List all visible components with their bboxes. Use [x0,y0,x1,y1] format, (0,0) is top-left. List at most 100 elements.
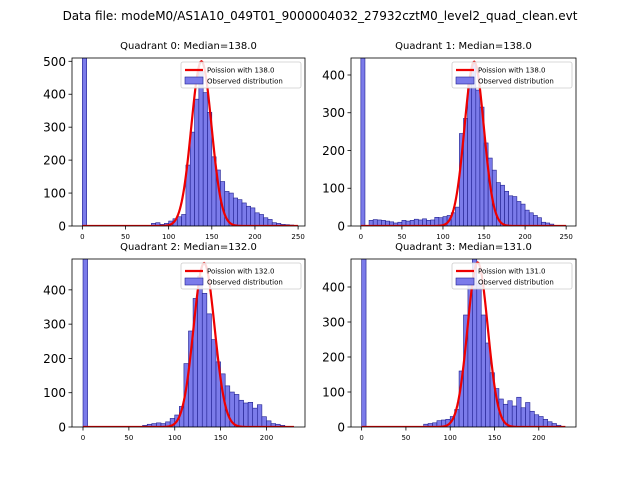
histogram-bar [475,89,481,226]
x-tick-label: 100 [436,233,449,241]
histogram-bar [500,184,505,226]
y-tick-label: 400 [43,283,66,297]
histogram-bar [534,414,540,427]
histogram-bar [263,217,269,226]
legend-label-observed: Observed distribution [478,78,554,86]
histogram-bar [237,199,243,226]
chart-panel-0: 0 50 100 150 200 250 0 100 200 300 400 500 Quadrant … [43,41,306,241]
y-tick-label: 300 [322,316,345,330]
histogram-bar [198,70,204,226]
poisson-line [361,261,566,427]
histogram-bar [201,292,208,427]
y-tick-label: 400 [322,281,345,295]
legend: Poission with 132.0 Observed distribution [180,262,302,290]
x-tick-label: 100 [168,434,181,442]
plot-area [82,259,294,427]
histogram-bar [189,131,195,226]
x-tick-label: 50 [401,434,410,442]
axes-frame [350,57,577,227]
histogram-bar [542,418,548,427]
x-tick-label: 0 [359,233,363,241]
x-tick-label: 250 [559,233,572,241]
poisson-line [82,59,299,226]
x-tick-label: 50 [121,233,130,241]
x-tick-label: 0 [80,233,84,241]
histogram-bar [516,201,522,226]
histogram-bar [258,214,264,226]
chart-panel-2: 0 50 100 150 200 0 100 200 300 400 Quadrant 2: Med… [43,242,306,442]
plot-area [361,259,566,427]
legend-label-observed: Observed distribution [478,279,554,287]
histogram-bar [234,394,240,427]
histogram-bar [520,203,526,226]
legend-box [180,61,302,89]
histogram-bar [254,212,260,226]
legend-bar-swatch [184,277,204,286]
x-tick-label: 200 [248,233,261,241]
histogram-bar [247,402,254,427]
y-tick-label: 500 [43,55,66,69]
y-tick-label: 0 [58,421,66,435]
legend-bar-swatch [455,277,475,286]
y-tick-label: 100 [43,386,66,400]
legend-label-observed: Observed distribution [207,279,283,287]
plot-area [82,58,299,226]
y-tick-label: 0 [337,421,345,435]
panel-title: Quadrant 0: Median=138.0 [120,41,257,52]
legend-box [180,262,302,290]
y-tick-label: 200 [322,351,345,365]
x-tick-label: 50 [124,434,133,442]
histogram-bar [525,402,531,427]
histogram-bar [520,407,526,427]
x-tick-label: 100 [444,434,457,442]
x-tick-label: 150 [477,233,490,241]
histogram-bar [202,92,208,226]
legend-bar-swatch [455,76,475,85]
y-tick-label: 400 [43,88,66,102]
y-tick-label: 100 [43,187,66,201]
x-tick-label: 150 [488,434,501,442]
x-tick-label: 200 [532,434,545,442]
x-tick-label: 50 [397,233,406,241]
y-tick-label: 100 [322,182,345,196]
histogram-bar [476,283,482,427]
chart-panel-1: 0 50 100 150 200 250 0 100 200 300 400 Quadrant 1: … [322,41,577,241]
y-tick-label: 300 [43,121,66,135]
y-tick-label: 300 [322,106,345,120]
histogram-bar [504,190,509,226]
histogram-bar [82,58,87,226]
plot-area [360,58,567,226]
legend-label-poisson: Poission with 132.0 [207,268,275,276]
histogram-bar [246,205,251,226]
x-tick-label: 0 [359,434,363,442]
histogram-bar [250,207,256,226]
histogram-bar [176,216,182,226]
histogram-bar [256,404,263,427]
histogram-bar [529,410,535,427]
y-tick-label: 200 [43,352,66,366]
histogram-bar [241,202,247,226]
panel-title: Quadrant 3: Median=131.0 [395,242,532,253]
legend-label-poisson: Poission with 138.0 [478,67,546,75]
legend: Poission with 138.0 Observed distribution [180,61,302,89]
histogram-bar [508,195,514,226]
panel-title: Quadrant 2: Median=132.0 [120,242,257,253]
x-tick-label: 200 [260,434,273,442]
y-tick-label: 0 [337,220,345,234]
histogram-bar [528,212,534,226]
legend-label-poisson: Poission with 138.0 [207,67,275,75]
histogram-bar [511,405,517,427]
legend-box [451,262,573,290]
legend-box [451,61,573,89]
x-tick-label: 250 [291,233,304,241]
x-tick-label: 150 [205,233,218,241]
histogram-bar [532,215,538,226]
axes-frame [71,57,306,227]
histogram-bar [252,407,258,427]
histogram-bar [243,402,249,427]
histogram-bar [361,259,367,427]
axes-frame [350,258,577,428]
histogram-bar [524,209,530,226]
histogram-bar [485,342,491,427]
